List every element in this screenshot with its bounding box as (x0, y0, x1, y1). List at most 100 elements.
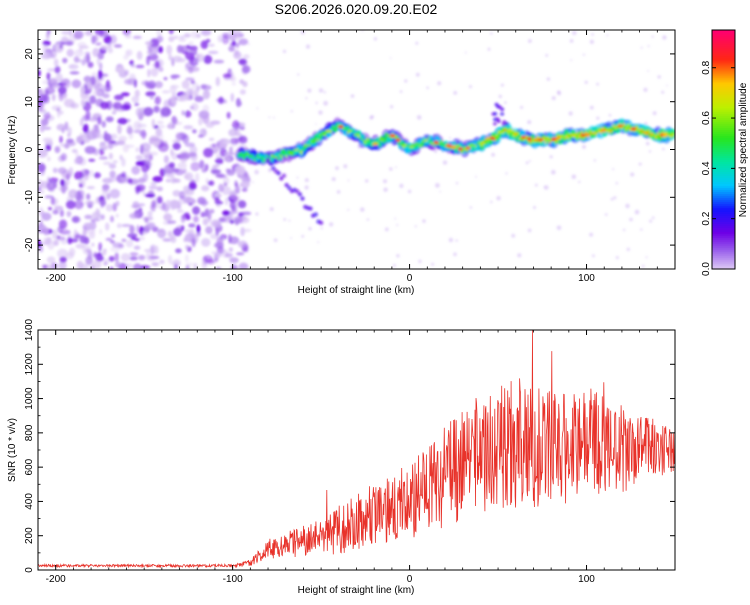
noise-blob (88, 231, 96, 239)
ridge-cell (438, 143, 441, 146)
noise-blob (118, 135, 127, 142)
noise-blob (169, 199, 179, 210)
noise-blob (193, 262, 198, 269)
noise-blob (41, 212, 52, 221)
noise-speck (517, 253, 522, 258)
ridge-peak (372, 142, 378, 146)
noise-blob (46, 72, 51, 81)
noise-blob (56, 236, 66, 241)
ridge-branch-cell (271, 166, 276, 171)
noise-blob (91, 35, 96, 45)
ridge-cell (652, 133, 655, 136)
noise-blob (179, 192, 189, 196)
noise-speck (305, 97, 308, 100)
noise-blob (205, 122, 215, 128)
ridge-cell (278, 154, 283, 161)
ridge-cell (274, 156, 277, 159)
ridge-cell (321, 131, 324, 134)
ridge-cell (400, 143, 403, 147)
noise-blob (211, 251, 221, 255)
noise-speck (534, 183, 538, 187)
noise-blob (221, 35, 230, 45)
noise-blob (59, 256, 67, 263)
ridge-cell (508, 128, 511, 132)
noise-speck (396, 224, 399, 226)
colorbar-segment (712, 127, 735, 131)
noise-blob (68, 167, 74, 176)
noise-blob (61, 127, 65, 134)
ridge-peak (550, 137, 557, 141)
spectrogram-noise-blobs (38, 30, 668, 269)
colorbar-segment (712, 105, 735, 109)
colorbar-segment (712, 205, 735, 208)
noise-speck (268, 168, 272, 173)
noise-speck (638, 162, 642, 166)
colorbar-segment (712, 145, 735, 149)
noise-speck (297, 73, 300, 76)
ridge-branch-cell (297, 192, 303, 197)
ridge-cell (355, 132, 358, 136)
noise-blob (151, 118, 155, 129)
spectrogram-heatmap (38, 30, 675, 269)
ridge-cell (580, 131, 583, 134)
noise-blob (229, 219, 235, 224)
noise-blob (74, 171, 84, 180)
noise-speck (251, 181, 254, 184)
noise-speck (304, 185, 309, 190)
ridge-branch-cell (300, 196, 305, 201)
noise-blob (243, 54, 250, 59)
ridge-cell (380, 138, 384, 142)
noise-blob (168, 36, 175, 42)
colorbar-segment (712, 55, 735, 59)
noise-speck (578, 180, 581, 184)
noise-blob (82, 245, 92, 255)
ridge-cell (275, 152, 280, 157)
ridge-cell (648, 130, 651, 133)
noise-speck (407, 189, 412, 194)
noise-blob (190, 161, 200, 172)
noise-speck (652, 111, 657, 116)
ridge-cell (349, 129, 352, 133)
noise-blob (203, 147, 214, 158)
ridge-cell (289, 152, 292, 155)
ridge-peak (395, 138, 401, 142)
noise-blob (79, 235, 87, 244)
ridge-cell (421, 140, 424, 143)
ridge-cell (442, 143, 445, 146)
noise-speck (528, 39, 532, 43)
noise-speck (256, 107, 259, 110)
noise-speck (390, 105, 394, 109)
noise-blob (187, 152, 197, 158)
noise-blob (215, 98, 225, 103)
noise-blob (67, 133, 71, 138)
noise-blob (217, 34, 223, 43)
noise-blob (58, 92, 64, 102)
colorbar-segment (712, 91, 735, 95)
noise-speck (625, 203, 630, 209)
colorbar-segment (712, 133, 735, 137)
noise-blob (110, 133, 118, 140)
noise-speck (336, 190, 341, 194)
noise-blob (72, 216, 80, 223)
colorbar-segment (712, 237, 735, 240)
colorbar-segment (712, 259, 735, 262)
noise-blob (74, 49, 84, 57)
noise-blob (125, 50, 132, 57)
noise-blob (78, 157, 87, 166)
noise-blob (180, 225, 185, 232)
noise-blob (95, 208, 101, 218)
noise-blob (99, 228, 103, 235)
noise-blob (45, 48, 53, 54)
noise-blob (88, 117, 99, 122)
ridge-cell (512, 133, 515, 137)
noise-blob (234, 182, 239, 187)
colorbar-segment (712, 165, 735, 169)
noise-speck (527, 228, 532, 233)
noise-blob (226, 111, 231, 119)
ridge-cell (281, 155, 284, 159)
colorbar-segment (712, 121, 735, 125)
noise-blob (60, 153, 67, 161)
noise-blob (97, 69, 103, 80)
noise-blob (215, 227, 219, 237)
